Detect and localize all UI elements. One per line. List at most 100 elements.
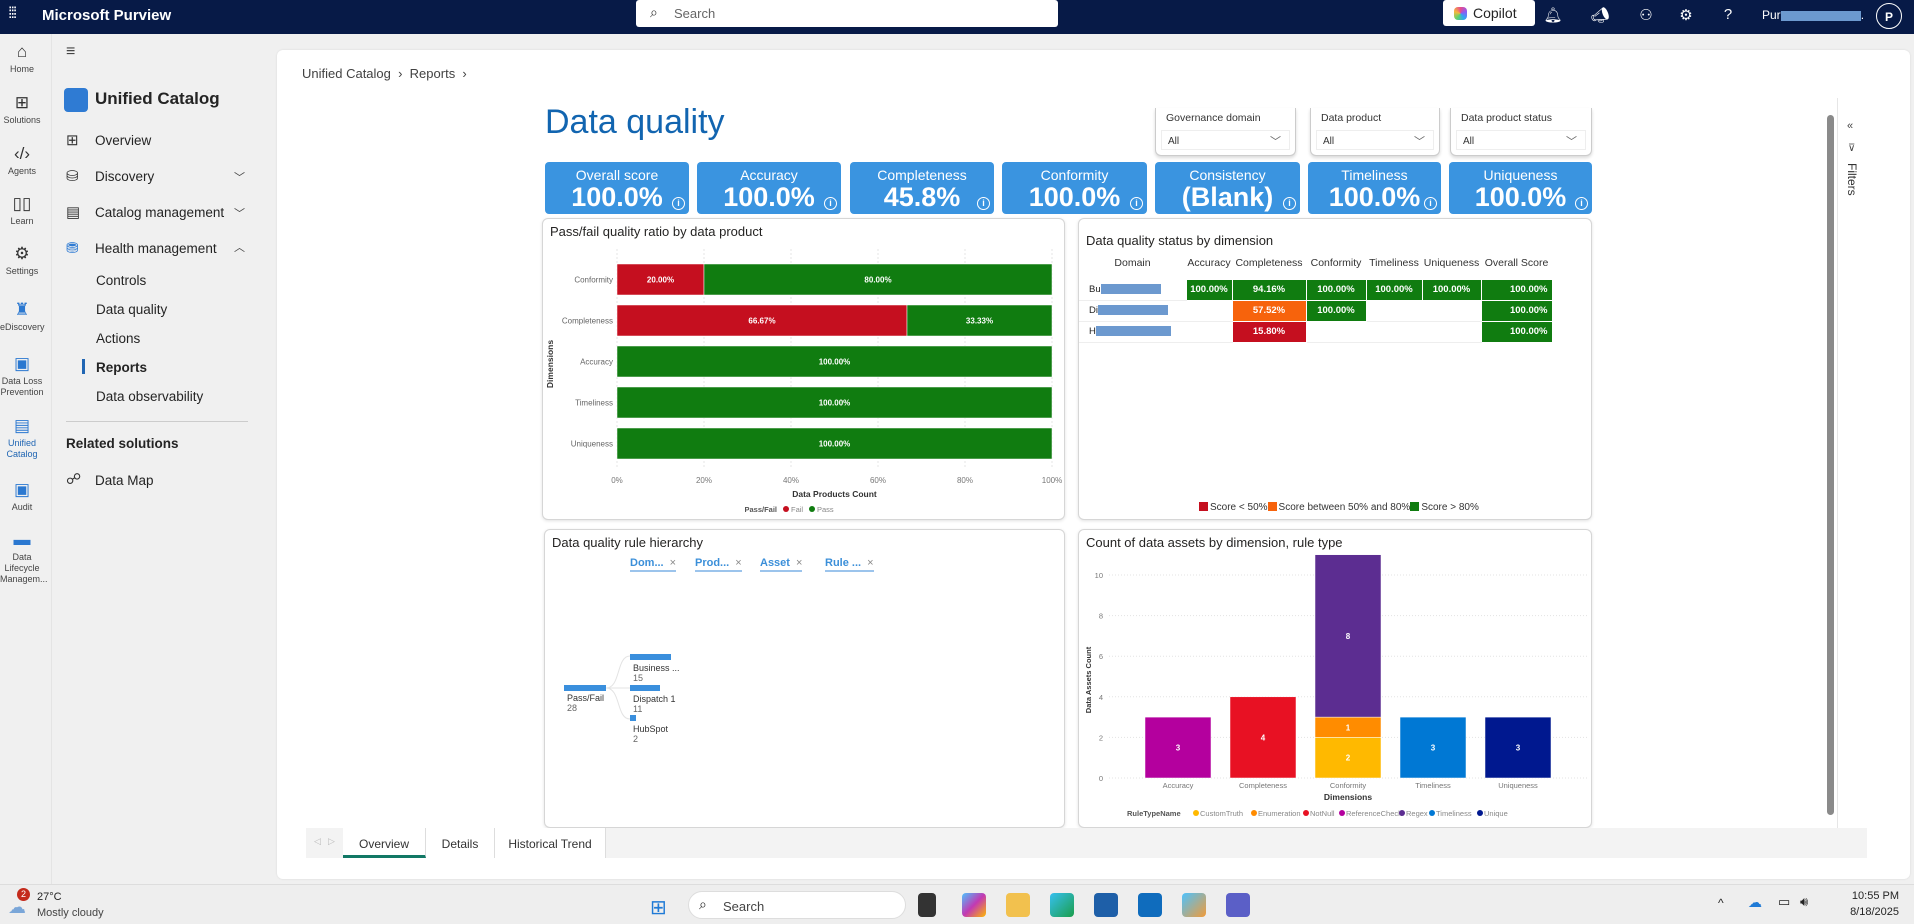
filters-pane[interactable]: « ⊽ Filters	[1837, 98, 1867, 858]
info-icon[interactable]: i	[672, 197, 685, 210]
column-header[interactable]: Completeness	[1235, 256, 1303, 269]
bar-notnull[interactable]	[1229, 696, 1297, 779]
nav-data-map[interactable]: Data Map	[95, 473, 154, 488]
weather-icon[interactable]: ☁	[8, 897, 26, 917]
bell-icon[interactable]: 🔔︎	[1543, 7, 1563, 24]
bar-timeliness[interactable]	[1399, 716, 1467, 779]
app-launcher-icon[interactable]: ⁞⁞⁞	[8, 5, 17, 22]
store-icon[interactable]	[1094, 893, 1118, 917]
nav-health-management[interactable]: Health management	[95, 241, 217, 256]
chevron-up-icon[interactable]: ^	[1718, 896, 1724, 910]
info-icon[interactable]: i	[1283, 197, 1296, 210]
kpi-card-overall-score[interactable]: Overall score 100.0% i	[545, 162, 689, 214]
rail-agents[interactable]: ‹/› Agents	[0, 144, 44, 177]
tab-details[interactable]: Details	[426, 828, 495, 858]
rail-data-lifecycle[interactable]: ▬ Data Lifecycle Managem...	[0, 530, 48, 585]
close-icon[interactable]: ×	[669, 557, 677, 569]
clock-time[interactable]: 10:55 PM	[1851, 890, 1899, 902]
gear-icon[interactable]: ⚙	[1679, 7, 1693, 24]
breadcrumb-reports[interactable]: Reports	[409, 66, 456, 81]
close-icon[interactable]: ×	[735, 557, 742, 569]
info-icon[interactable]: i	[1424, 197, 1437, 210]
child-bar[interactable]	[630, 685, 660, 691]
taskbar-search[interactable]: ⌕ Search	[688, 891, 906, 919]
column-header[interactable]: Accuracy	[1187, 256, 1231, 269]
bar-unique[interactable]	[1484, 716, 1552, 779]
hierarchy-level-2[interactable]: Asset ×	[760, 557, 803, 572]
network-icon[interactable]: ▭	[1778, 894, 1791, 909]
bar-pass[interactable]	[616, 345, 1053, 378]
close-icon[interactable]: ×	[867, 557, 874, 569]
onedrive-icon[interactable]: ☁	[1748, 894, 1762, 910]
column-header[interactable]: Timeliness	[1369, 256, 1419, 269]
rail-home[interactable]: ⌂ Home	[0, 42, 44, 75]
nav-controls[interactable]: Controls	[96, 273, 147, 288]
windows-start-icon[interactable]: ⊞	[650, 897, 667, 919]
weather-temp[interactable]: 27°C	[37, 891, 62, 903]
community-icon[interactable]: ⚇	[1639, 7, 1653, 24]
root-bar[interactable]	[564, 685, 606, 691]
data-product-select[interactable]: All ﹀	[1316, 130, 1434, 150]
bar-regex[interactable]	[1314, 554, 1382, 718]
data-product-filter[interactable]: Data product All ﹀	[1310, 108, 1440, 156]
tab-prev-icon[interactable]: ◁	[314, 836, 321, 846]
nav-data-quality[interactable]: Data quality	[96, 302, 168, 317]
hierarchy-level-1[interactable]: Prod... ×	[695, 557, 742, 572]
kpi-card-timeliness[interactable]: Timeliness 100.0% i	[1308, 162, 1441, 214]
bar-pass[interactable]	[616, 427, 1053, 460]
kpi-card-accuracy[interactable]: Accuracy 100.0% i	[697, 162, 841, 214]
breadcrumb-unified-catalog[interactable]: Unified Catalog	[302, 66, 391, 81]
rail-learn[interactable]: ▯▯ Learn	[0, 194, 44, 227]
info-icon[interactable]: i	[977, 197, 990, 210]
app-icon[interactable]	[1182, 893, 1206, 917]
close-icon[interactable]: ×	[795, 557, 803, 569]
kpi-card-consistency[interactable]: Consistency (Blank) i	[1155, 162, 1300, 214]
rail-ediscovery[interactable]: ♜ eDiscovery	[0, 300, 45, 333]
bar-customtruth[interactable]	[1314, 737, 1382, 779]
copilot-button[interactable]: Copilot	[1443, 0, 1535, 26]
collapse-icon[interactable]: «	[1847, 120, 1854, 132]
info-icon[interactable]: i	[1575, 197, 1588, 210]
tab-next-icon[interactable]: ▷	[328, 836, 335, 846]
help-icon[interactable]: ?	[1723, 6, 1733, 23]
nav-reports[interactable]: Reports	[96, 360, 148, 375]
bar-pass[interactable]	[616, 386, 1053, 419]
kpi-card-uniqueness[interactable]: Uniqueness 100.0% i	[1449, 162, 1592, 214]
outlook-icon[interactable]	[1138, 893, 1162, 917]
task-view-icon[interactable]	[918, 893, 936, 917]
nav-discovery[interactable]: Discovery	[95, 169, 155, 184]
child-bar[interactable]	[630, 715, 636, 721]
rail-solutions[interactable]: ⊞ Solutions	[0, 93, 44, 126]
column-header[interactable]: Conformity	[1310, 256, 1362, 269]
bar-fail[interactable]	[616, 304, 908, 337]
rail-audit[interactable]: ▣ Audit	[0, 480, 44, 513]
data-product-status-filter[interactable]: Data product status All ﹀	[1450, 108, 1592, 156]
bar-pass[interactable]	[703, 263, 1053, 296]
chevron-down-icon[interactable]: ﹀	[234, 208, 245, 220]
rail-dlp[interactable]: ▣ Data Loss Prevention	[0, 354, 44, 398]
data-product-status-select[interactable]: All ﹀	[1456, 130, 1586, 150]
nav-data-observability[interactable]: Data observability	[96, 389, 204, 404]
nav-actions[interactable]: Actions	[96, 331, 141, 346]
teams-icon[interactable]	[1226, 893, 1250, 917]
weather-desc[interactable]: Mostly cloudy	[37, 907, 104, 919]
bar-fail[interactable]	[616, 263, 705, 296]
user-name[interactable]: Pur.	[1762, 8, 1864, 22]
clock-date[interactable]: 8/18/2025	[1850, 906, 1899, 918]
volume-icon[interactable]: 🔊︎	[1800, 894, 1809, 909]
hamburger-icon[interactable]: ≡	[66, 43, 76, 60]
edge-icon[interactable]	[1050, 893, 1074, 917]
avatar[interactable]: P	[1876, 3, 1902, 29]
kpi-card-completeness[interactable]: Completeness 45.8% i	[850, 162, 994, 214]
column-header[interactable]: Overall Score	[1484, 256, 1549, 269]
governance-domain-select[interactable]: All ﹀	[1161, 130, 1290, 150]
chevron-down-icon[interactable]: ﹀	[234, 172, 245, 184]
hierarchy-level-3[interactable]: Rule ... ×	[825, 557, 874, 572]
nav-overview[interactable]: Overview	[95, 133, 152, 148]
megaphone-icon[interactable]: 📣︎	[1590, 7, 1610, 24]
tab-overview[interactable]: Overview	[343, 828, 426, 858]
m365-icon[interactable]	[962, 893, 986, 917]
search-input[interactable]: ⌕ Search	[636, 0, 1058, 27]
info-icon[interactable]: i	[1130, 197, 1143, 210]
nav-catalog-management[interactable]: Catalog management	[95, 205, 225, 220]
